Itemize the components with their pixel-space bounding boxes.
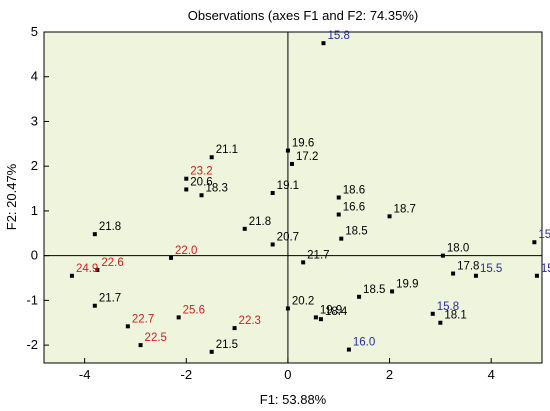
data-point-label: 21.8 <box>99 221 121 233</box>
data-point-label: 15.5 <box>480 263 502 275</box>
y-tick-label: 4 <box>31 69 38 84</box>
data-point <box>534 273 539 278</box>
x-tick-label: 2 <box>386 367 393 382</box>
x-axis-label: F1: 53.88% <box>260 392 327 407</box>
data-points: 15.8 21.1 19.617.2 23.220.618.3 19.1 18.6 16.6… <box>69 30 550 354</box>
data-point <box>176 315 181 320</box>
y-tick-label: 1 <box>31 203 38 218</box>
data-point <box>285 148 290 153</box>
data-point-label: 20.7 <box>277 231 299 243</box>
data-point <box>184 187 189 192</box>
data-point <box>336 195 341 200</box>
data-point-label: 20.6 <box>190 176 212 188</box>
data-point-label: 17.8 <box>457 261 479 273</box>
data-point <box>270 191 275 196</box>
x-tick-label: 4 <box>488 367 495 382</box>
data-point-label: 18.5 <box>363 284 385 296</box>
data-point <box>321 41 326 46</box>
data-point-label: 21.8 <box>249 216 271 228</box>
data-point-label: 15.8 <box>437 301 459 313</box>
data-point-label: 17.2 <box>296 151 318 163</box>
data-point <box>95 267 100 272</box>
y-tick-label: 0 <box>31 248 38 263</box>
data-point <box>339 236 344 241</box>
data-point <box>440 253 445 258</box>
y-tick-label: 3 <box>31 113 38 128</box>
data-point-label: 23.2 <box>190 166 212 178</box>
axis-ticks: -4 -2 0 2 4 -2 -1 0 1 2 3 4 5 <box>26 24 494 382</box>
plot-area <box>43 31 543 364</box>
data-point-label: 20.2 <box>292 295 314 307</box>
x-tick-label: -4 <box>79 367 91 382</box>
data-point-label: 21.5 <box>216 339 238 351</box>
data-point <box>301 260 306 265</box>
data-point <box>184 176 189 181</box>
data-point-label: 15.8 <box>327 30 349 42</box>
data-point <box>199 193 204 198</box>
data-point <box>285 306 290 311</box>
data-point-label: 19.9 <box>396 278 418 290</box>
data-point <box>69 273 74 278</box>
data-point-label: 22.6 <box>101 257 123 269</box>
data-point <box>390 289 395 294</box>
data-point-label: 18.1 <box>444 310 466 322</box>
data-point-label: 22.3 <box>239 315 261 327</box>
data-point <box>92 232 97 237</box>
data-point <box>451 271 456 276</box>
data-point-label: 18.4 <box>325 306 348 318</box>
data-point <box>209 349 214 354</box>
data-point <box>438 320 443 325</box>
x-tick-label: -2 <box>181 367 193 382</box>
data-point <box>357 294 362 299</box>
data-point <box>270 242 275 247</box>
data-point-label: 15.3 <box>541 263 550 275</box>
data-point <box>209 155 214 160</box>
data-point-label: 16.0 <box>353 337 375 349</box>
data-point <box>387 214 392 219</box>
y-tick-label: -1 <box>26 292 38 307</box>
data-point-label: 21.7 <box>99 293 121 305</box>
data-point <box>346 347 351 352</box>
data-point <box>336 212 341 217</box>
data-point-label: 24.9 <box>76 263 98 275</box>
data-point-label: 18.7 <box>394 203 416 215</box>
data-point-label: 18.5 <box>345 226 367 238</box>
y-tick-label: -2 <box>26 337 38 352</box>
data-point-label: 21.7 <box>307 249 329 261</box>
data-point-label: 22.7 <box>132 313 154 325</box>
data-point-label: 22.5 <box>145 332 167 344</box>
data-point <box>138 343 143 348</box>
data-point-label: 19.9 <box>320 304 342 316</box>
data-point <box>125 324 130 329</box>
data-point <box>289 161 294 166</box>
data-point <box>318 317 323 322</box>
data-point <box>92 303 97 308</box>
chart-title: Observations (axes F1 and F2: 74.35%) <box>188 8 419 23</box>
data-point-label: 18.3 <box>206 182 228 194</box>
data-point-label: 19.1 <box>277 180 299 192</box>
data-point <box>430 311 435 316</box>
data-point <box>532 240 537 245</box>
data-point-label: 16.6 <box>343 201 365 213</box>
data-point-label: 18.0 <box>447 243 469 255</box>
y-axis-label: F2: 20.47% <box>4 163 19 230</box>
data-point <box>313 315 318 320</box>
data-point <box>473 273 478 278</box>
data-point <box>169 255 174 260</box>
data-point-label: 18.6 <box>343 185 365 197</box>
data-point-label: 21.1 <box>216 144 238 156</box>
y-tick-label: 2 <box>31 158 38 173</box>
data-point <box>242 226 247 231</box>
data-point-label: 25.6 <box>183 304 205 316</box>
data-point-label: 19.6 <box>292 138 314 150</box>
data-point-label: 15.7 <box>538 229 550 241</box>
data-point-label: 22.0 <box>175 245 197 257</box>
data-point <box>232 326 237 331</box>
x-tick-label: 0 <box>284 367 291 382</box>
y-tick-label: 5 <box>31 24 38 39</box>
